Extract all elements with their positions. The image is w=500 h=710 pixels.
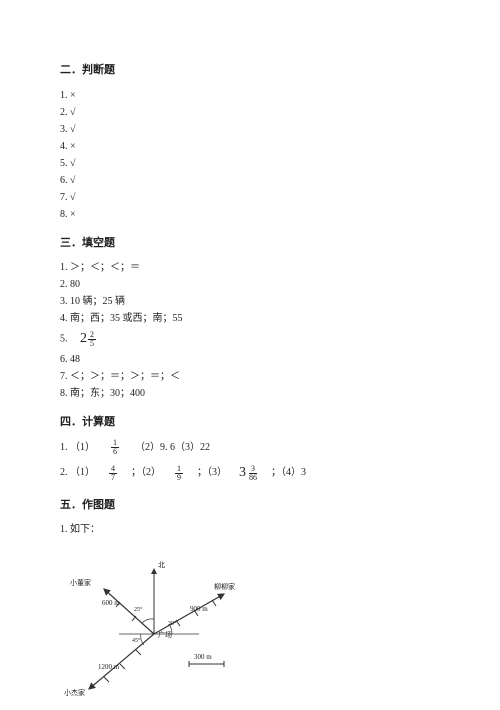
- label-a30: 30°: [168, 620, 176, 630]
- fill-item-6: 6. 48: [60, 352, 440, 368]
- fill-item-3: 3. 10 辆；25 辆: [60, 294, 440, 310]
- calc-q2-s1: ；（2）: [131, 465, 161, 481]
- label-1200m: 1200 m: [98, 662, 119, 673]
- fill-item-4: 4. 南；西；35 或西；南；55: [60, 311, 440, 327]
- label-a45: 45°: [132, 637, 140, 647]
- calc-q2-whole: 3: [239, 462, 246, 484]
- judge-item-2: 2. √: [60, 105, 440, 121]
- calc-q2-frac2: 1 9: [175, 465, 183, 482]
- label-xj: 小杰家: [64, 688, 85, 699]
- section-3-title: 三．填空题: [60, 235, 440, 253]
- judge-item-4: 4. ×: [60, 139, 440, 155]
- label-gc: 广场: [158, 630, 172, 641]
- judge-item-6: 6. √: [60, 173, 440, 189]
- judge-item-5: 5. √: [60, 156, 440, 172]
- label-north: 北: [158, 560, 165, 571]
- fill-item-7: 7. ＜；＞；＝；＞；＝；＜: [60, 369, 440, 385]
- calc-q1-frac1: 1 6: [111, 439, 119, 456]
- fill-5-frac: 2 5: [88, 331, 96, 348]
- fill-5-prefix: 5.: [60, 334, 68, 345]
- calc-q2: 2. （1） 4 7 ；（2） 1 9 ；（3） 3 3 86 ；（4）3: [60, 462, 440, 484]
- label-ll: 柳柳家: [214, 582, 235, 593]
- section-2-title: 二．判断题: [60, 62, 440, 80]
- fill-item-5: 5. 2 2 5: [60, 328, 440, 350]
- calc-q2-frac1: 4 7: [109, 465, 117, 482]
- judge-item-8: 8. ×: [60, 207, 440, 223]
- fill-5-den: 5: [88, 340, 96, 348]
- fill-item-2: 2. 80: [60, 277, 440, 293]
- fill-item-1: 1. ＞；＜；＜；＝: [60, 260, 440, 276]
- label-xd: 小董家: [70, 578, 91, 589]
- calc-q2-p1: 2. （1）: [60, 465, 95, 481]
- label-scale: 300 m: [194, 652, 212, 663]
- calc-q2-s2: ；（3）: [197, 465, 227, 481]
- calc-q2-frac3: 3 86: [247, 465, 259, 482]
- calc-q2-s3: ；（4）3: [271, 465, 306, 481]
- label-a25: 25°: [134, 606, 142, 616]
- calc-q2-f1d: 7: [109, 474, 117, 482]
- draw-q1: 1. 如下：: [60, 522, 440, 538]
- calc-q2-f2d: 9: [175, 474, 183, 482]
- label-600m: 600 m: [102, 598, 120, 609]
- label-900m: 900 m: [190, 604, 208, 615]
- calc-q1-f1d: 6: [111, 448, 119, 456]
- calc-q2-mixed: 3 3 86: [239, 462, 259, 484]
- fill-5-fraction: 2 2 5: [80, 328, 96, 350]
- calc-q1-p1: 1. （1）: [60, 440, 95, 456]
- section-4-title: 四．计算题: [60, 414, 440, 432]
- judge-item-1: 1. ×: [60, 88, 440, 104]
- calc-q1: 1. （1） 1 6 （2）9. 6（3）22: [60, 439, 440, 456]
- judge-item-3: 3. √: [60, 122, 440, 138]
- judge-item-7: 7. √: [60, 190, 440, 206]
- fill-5-whole: 2: [80, 328, 87, 350]
- section-5-title: 五．作图题: [60, 497, 440, 515]
- calc-q2-f3d: 86: [247, 474, 259, 482]
- compass-diagram: 北 小董家 600 m 广场 900 m 柳柳家 25° 30° 45° 120…: [64, 544, 264, 704]
- calc-q1-p2: （2）9. 6（3）22: [135, 440, 210, 456]
- fill-item-8: 8. 南；东；30；400: [60, 386, 440, 402]
